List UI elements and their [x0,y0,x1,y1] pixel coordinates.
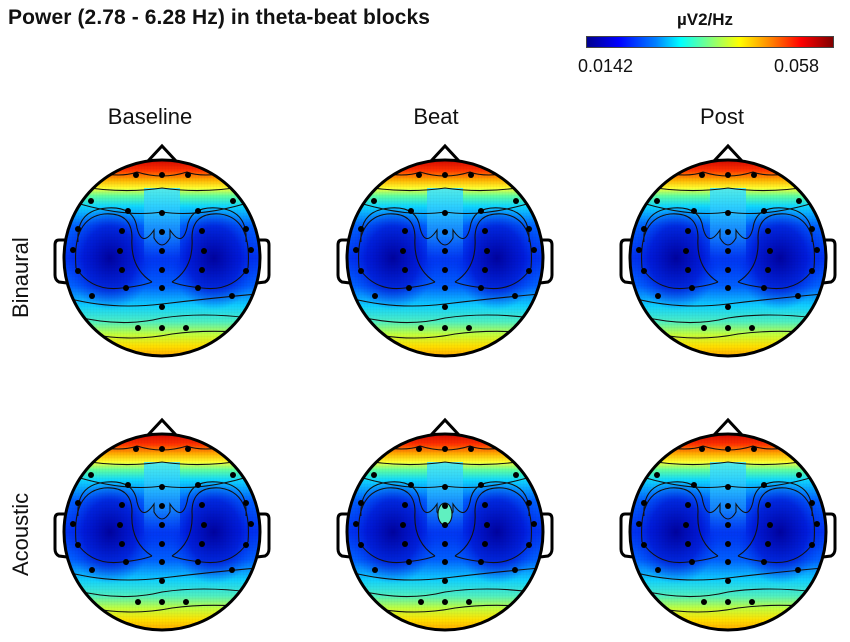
topoplot-binaural-baseline [55,146,269,358]
colorbar-min-label: 0.0142 [578,56,634,76]
topoplot-acoustic-baseline [55,420,269,632]
colorbar-unit-label: µV2/Hz [676,10,734,29]
colorbar-max-label: 0.058 [774,56,820,76]
colorbar [586,36,834,48]
topoplot-acoustic-post [621,420,835,632]
column-label-post: Post [699,104,745,129]
topoplot-binaural-post [621,146,835,358]
figure-title: Power (2.78 - 6.28 Hz) in theta-beat blo… [8,6,431,29]
topoplot-binaural-beat [338,146,552,358]
topoplot-acoustic-beat [338,420,552,632]
column-label-baseline: Baseline [107,104,193,129]
column-label-beat: Beat [413,104,459,129]
